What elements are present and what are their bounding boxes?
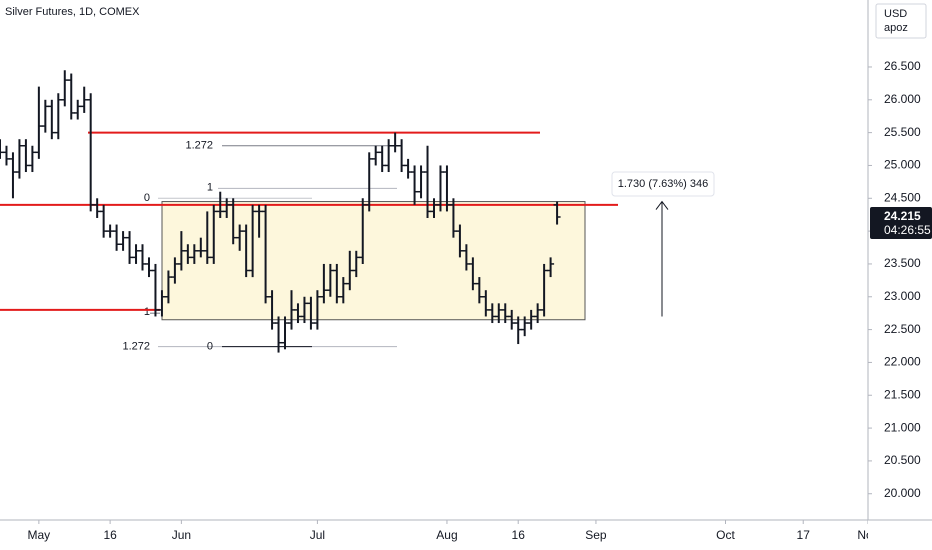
currency-box[interactable]	[875, 3, 927, 39]
y-tick-label: 24.500	[884, 190, 921, 204]
y-tick-label: 22.000	[884, 355, 921, 369]
x-tick-label: Oct	[716, 528, 735, 542]
fib-label: 0	[144, 192, 150, 204]
price-tag-value: 24.215	[884, 209, 921, 223]
unit: apoz	[884, 22, 908, 34]
arrow-head	[655, 200, 669, 210]
y-tick-label: 22.500	[884, 322, 921, 336]
fib-label: 1.272	[185, 140, 213, 152]
x-tick-label: 16	[103, 528, 117, 542]
x-tick-label: Jun	[172, 528, 191, 542]
price-tag-countdown: 04:26:55	[884, 223, 931, 237]
chart-title: Silver Futures, 1D, COMEX	[5, 6, 140, 18]
x-tick-label: Jul	[310, 528, 325, 542]
fib-label: 1	[207, 181, 213, 193]
y-tick-label: 20.500	[884, 453, 921, 467]
y-tick-label: 23.500	[884, 256, 921, 270]
range-box	[161, 201, 586, 321]
fib-label: 1.272	[122, 341, 150, 353]
currency: USD	[884, 8, 907, 20]
price-tag	[870, 206, 932, 239]
y-tick-label: 25.000	[884, 158, 921, 172]
y-tick-label: 25.500	[884, 125, 921, 139]
x-tick-label: 17	[797, 528, 811, 542]
fib-label: 0	[207, 341, 213, 353]
price-scale	[868, 0, 932, 550]
y-tick-label: 23.000	[884, 289, 921, 303]
x-tick-label: Sep	[585, 528, 607, 542]
y-tick-label: 26.500	[884, 59, 921, 73]
y-tick-label: 21.500	[884, 387, 921, 401]
y-tick-label: 21.000	[884, 420, 921, 434]
x-tick-label: 16	[512, 528, 526, 542]
measure-label-box	[611, 171, 715, 197]
y-tick-label: 20.000	[884, 486, 921, 500]
y-tick-label: 26.000	[884, 92, 921, 106]
measure-label: 1.730 (7.63%) 346	[618, 178, 709, 190]
fib-label: 1	[144, 306, 150, 318]
x-tick-label: Aug	[436, 528, 457, 542]
plot-area: 1.2720111.2720May16JunJulAug16SepOct17No…	[0, 70, 879, 542]
x-tick-label: May	[28, 528, 51, 542]
